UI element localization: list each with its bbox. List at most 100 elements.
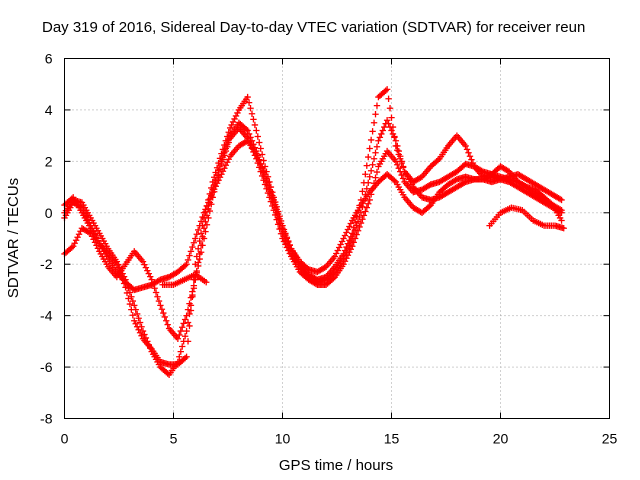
data-point [346,223,353,230]
data-point [250,141,257,148]
x-tick-label: 0 [61,431,69,447]
series-track-6 [486,204,567,232]
data-point [199,242,206,249]
data-point [285,237,292,245]
data-point [367,167,375,174]
data-point [283,234,291,241]
data-point [176,331,183,339]
data-point [208,201,215,208]
data-point [218,171,225,178]
data-point [145,270,152,277]
data-point [149,280,157,288]
data-point [209,194,216,201]
series-track-3 [61,124,565,342]
data-point [356,202,363,209]
data-point [210,181,218,189]
data-point [349,243,356,250]
data-point [248,137,256,144]
data-point [216,155,224,162]
data-point [256,164,263,171]
data-point [272,198,279,206]
data-point [186,300,193,307]
data-point [270,194,277,201]
data-point [558,217,565,224]
data-point [248,110,256,117]
data-point [274,208,282,215]
data-point [357,196,365,204]
data-point [462,142,469,150]
data-point [261,163,269,170]
data-point [373,102,381,109]
data-point [210,188,218,195]
data-point [375,137,382,144]
data-point [209,178,216,186]
data-point [394,147,401,154]
data-point [253,155,260,162]
data-point [366,145,373,152]
data-point [349,230,356,237]
data-point [363,162,370,169]
data-point [183,353,190,360]
data-point [203,221,211,228]
data-point [251,121,259,129]
data-point [373,143,381,150]
data-point [224,159,231,166]
data-point [250,148,257,156]
data-point [372,149,379,156]
data-point [392,142,400,150]
data-point [131,302,138,309]
data-point [125,285,132,292]
data-point [253,127,260,134]
data-point [184,256,192,264]
data-point [392,158,400,165]
data-point [365,153,372,161]
x-tick-label: 5 [170,431,178,447]
data-point [193,253,200,260]
data-point [221,141,228,149]
data-point [343,243,350,251]
data-point [250,116,257,123]
data-point [340,261,347,268]
data-point [360,197,368,204]
data-point [370,180,378,187]
data-point [452,177,459,184]
data-point [279,235,286,242]
data-point [376,134,384,141]
data-point [397,155,404,162]
data-point [161,313,168,321]
data-point [136,329,144,336]
data-point [373,168,381,176]
data-point [362,191,369,198]
data-point [155,297,163,305]
data-point [385,120,392,127]
data-point [256,156,263,163]
data-point [202,218,209,225]
data-point [242,126,250,133]
data-point [74,234,81,241]
data-point [179,343,186,350]
data-point [202,228,209,235]
data-point [164,370,171,377]
data-point [160,309,167,317]
data-point [356,223,363,231]
data-point [187,307,195,314]
data-point [272,211,279,219]
data-point [234,109,241,117]
data-point [331,253,339,260]
data-point [142,264,150,271]
data-point [126,300,134,308]
data-point [139,258,147,265]
data-point [208,184,215,192]
data-point [135,315,142,322]
data-point [144,267,151,274]
data-point [177,348,184,355]
data-point [120,280,128,287]
data-point [203,279,210,286]
data-point [558,196,565,204]
data-point [357,219,365,227]
data-point [258,151,266,158]
data-point [135,326,142,333]
data-point [245,99,253,106]
data-point [120,273,128,280]
data-point [273,216,280,223]
